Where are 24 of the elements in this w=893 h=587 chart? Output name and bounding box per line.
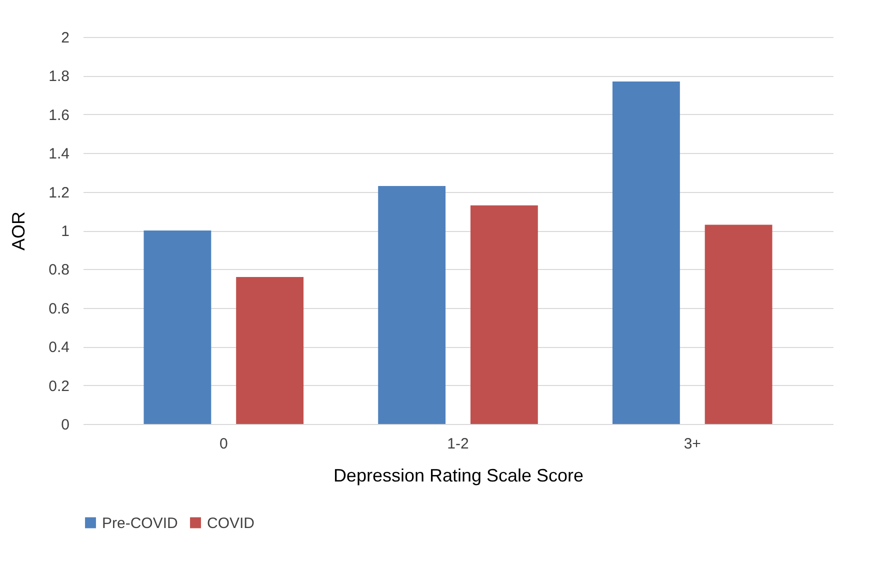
- y-tick-label: 0.6: [48, 300, 70, 318]
- x-tick-label: 1-2: [447, 436, 469, 452]
- y-tick-label: 1: [61, 223, 70, 240]
- y-tick-label: 0.8: [48, 262, 70, 279]
- bar: [378, 186, 446, 424]
- bar: [704, 224, 772, 424]
- y-tick-label: 0: [61, 416, 70, 434]
- y-axis-title: AOR: [8, 211, 29, 251]
- y-tick-label: 0.2: [48, 378, 70, 395]
- y-tick-label: 1.6: [48, 106, 70, 124]
- bar: [612, 82, 680, 424]
- bar: [470, 205, 538, 424]
- x-axis-title: Depression Rating Scale Score: [333, 466, 584, 486]
- legend-label: COVID: [207, 514, 255, 532]
- y-tick-label: 1.8: [48, 68, 70, 86]
- bar: [144, 230, 212, 424]
- y-tick-label: 1.4: [48, 146, 70, 163]
- y-tick-label: 2: [61, 30, 70, 46]
- y-tick-label: 0.4: [48, 339, 70, 356]
- legend-label: Pre-COVID: [102, 514, 178, 532]
- x-tick-label: 0: [219, 436, 228, 452]
- bar: [236, 276, 304, 424]
- y-tick-label: 1.2: [48, 184, 70, 202]
- x-tick-label: 3+: [684, 436, 702, 452]
